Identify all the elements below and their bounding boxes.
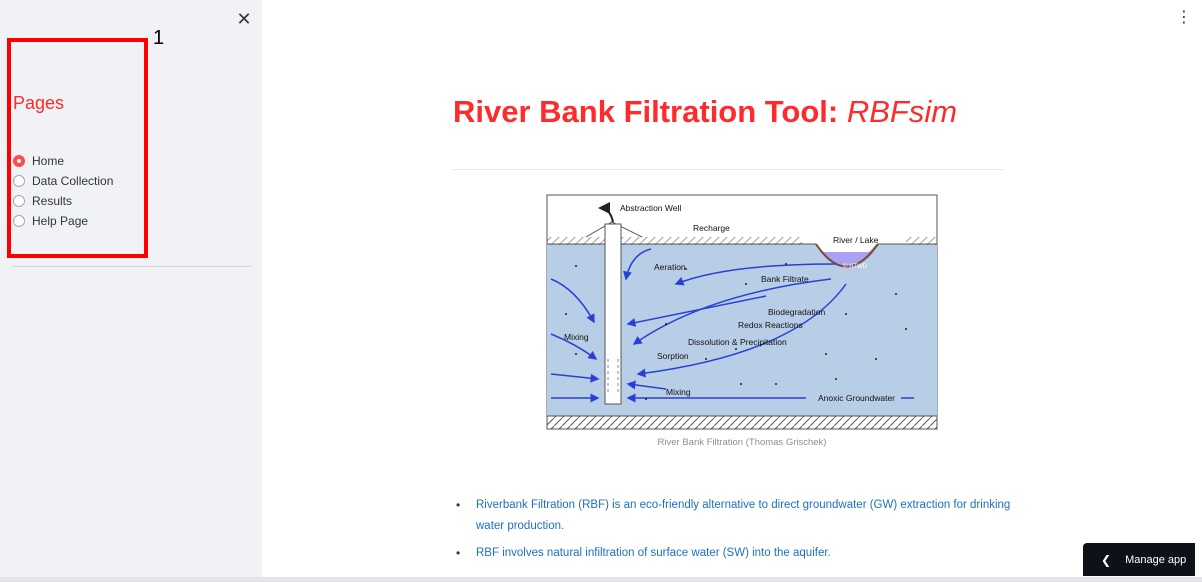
label-dissolution: Dissolution & Precipitation	[688, 337, 787, 347]
label-biodegradation: Biodegradation	[768, 307, 825, 317]
rbf-diagram-image: Abstraction Well Recharge River / Lake A…	[546, 194, 938, 430]
sidebar-item-data-collection[interactable]: Data Collection	[13, 171, 113, 191]
page-radio-group: Home Data Collection Results Help Page	[13, 151, 113, 231]
annotation-number: 1	[153, 27, 165, 49]
label-bank-filtrate: Bank Filtrate	[761, 274, 809, 284]
list-item: RBF involves natural infiltration of sur…	[456, 543, 1016, 564]
bottom-bar	[0, 577, 1202, 582]
label-redox: Redox Reactions	[738, 320, 803, 330]
label-abstraction-well: Abstraction Well	[620, 203, 681, 213]
page-title-italic: RBFsim	[846, 94, 958, 129]
sidebar-item-label: Home	[32, 154, 65, 168]
radio-unchecked-icon[interactable]	[13, 175, 25, 187]
intro-bullet-list: Riverbank Filtration (RBF) is an eco-fri…	[456, 495, 1016, 570]
label-recharge: Recharge	[693, 223, 730, 233]
sidebar-item-help-page[interactable]: Help Page	[13, 211, 113, 231]
radio-unchecked-icon[interactable]	[13, 195, 25, 207]
manage-app-button[interactable]: ❮ Manage app	[1083, 543, 1195, 576]
chevron-left-icon: ❮	[1101, 552, 1112, 567]
sidebar-item-label: Results	[32, 194, 73, 208]
page-title: River Bank Filtration Tool: RBFsim	[453, 94, 957, 130]
label-anoxic: Anoxic Groundwater	[818, 393, 895, 403]
sidebar-item-results[interactable]: Results	[13, 191, 113, 211]
manage-app-label: Manage app	[1125, 553, 1187, 566]
title-divider	[453, 169, 1003, 170]
page-title-main: River Bank Filtration Tool:	[453, 94, 847, 129]
close-icon[interactable]: ✕	[236, 9, 252, 29]
label-sorption: Sorption	[657, 351, 689, 361]
sidebar-item-label: Help Page	[32, 214, 89, 228]
label-htwd: © HTWD	[843, 263, 868, 270]
radio-unchecked-icon[interactable]	[13, 215, 25, 227]
label-mixing-bottom: Mixing	[666, 387, 691, 397]
label-mixing-left: Mixing	[564, 332, 589, 342]
sidebar-divider	[12, 266, 251, 267]
more-vertical-icon[interactable]: ⋮	[1176, 9, 1192, 26]
annotation-highlight-box	[7, 38, 148, 258]
pages-heading: Pages	[13, 93, 65, 113]
radio-checked-icon[interactable]	[13, 155, 25, 167]
figure-caption: River Bank Filtration (Thomas Grischek)	[657, 437, 827, 448]
list-item: Riverbank Filtration (RBF) is an eco-fri…	[456, 495, 1016, 537]
label-aeration: Aeration	[654, 262, 686, 272]
sidebar-item-label: Data Collection	[32, 174, 114, 188]
sidebar-item-home[interactable]: Home	[13, 151, 113, 171]
label-river-lake: River / Lake	[833, 235, 879, 245]
sidebar: ✕ 1 Pages Home Data Collection Results H…	[0, 0, 262, 582]
